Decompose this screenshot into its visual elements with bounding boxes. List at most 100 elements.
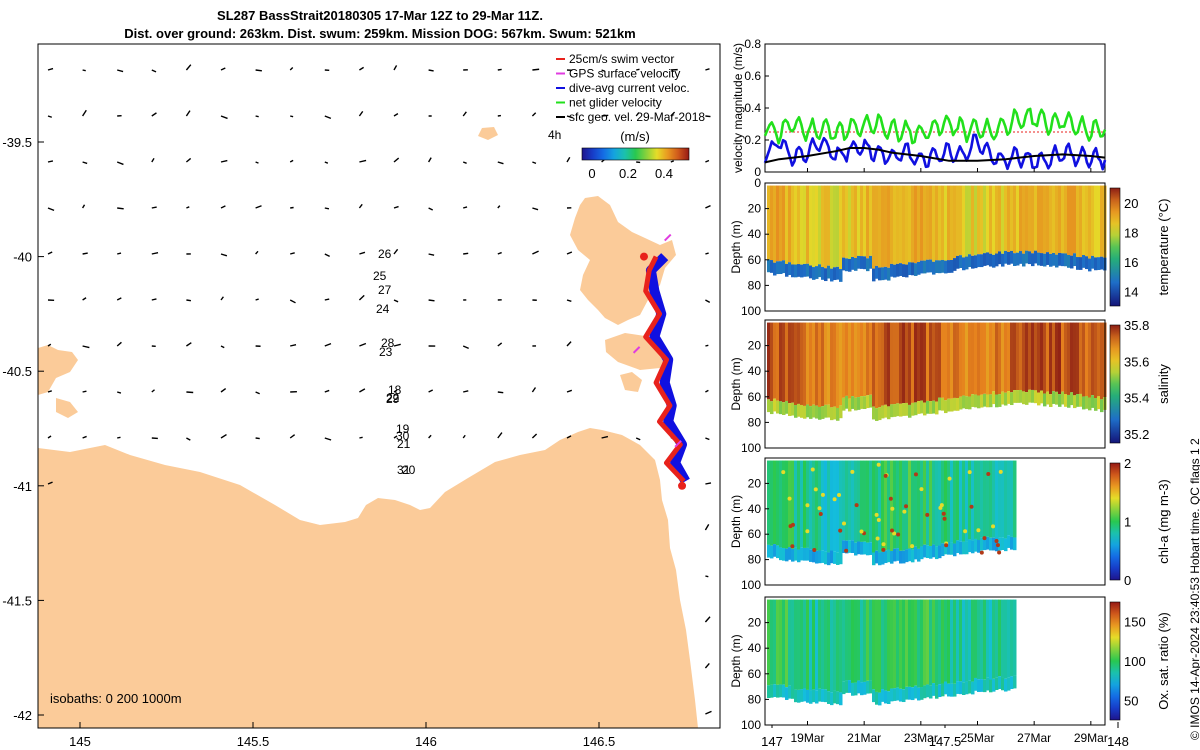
heatmap-cell (887, 599, 891, 692)
heatmap-cell (896, 460, 900, 549)
current-vector-arrow (566, 299, 572, 303)
heatmap-cell (989, 253, 993, 267)
heatmap-cell (863, 460, 867, 542)
heatmap-cell (854, 322, 858, 398)
heatmap-cell (965, 681, 969, 695)
heatmap-cell (863, 599, 867, 682)
heatmap-cell (929, 322, 933, 402)
chl-sample-dot (850, 469, 855, 474)
heatmap-cell (893, 688, 897, 701)
chl-sample-dot (942, 516, 947, 521)
heatmap-cell (1082, 185, 1086, 256)
heatmap-cell (830, 185, 834, 269)
heatmap-cell (905, 264, 909, 278)
heatmap-cell (1025, 250, 1029, 264)
heatmap-cell (884, 266, 888, 280)
heatmap-cell (770, 460, 774, 546)
heatmap-colorbar-tick: 50 (1124, 693, 1138, 708)
heatmap-cell (857, 397, 861, 410)
heatmap-y-tick-label: 80 (748, 415, 762, 429)
heatmap-cell (803, 599, 807, 689)
heatmap-cell (851, 322, 855, 397)
heatmap-cell (884, 404, 888, 418)
heatmap-cell (941, 397, 945, 411)
current-vector-arrow (82, 109, 87, 117)
heatmap-cell (788, 262, 792, 276)
current-vector-arrow (220, 345, 225, 349)
heatmap-cell (1004, 460, 1008, 539)
heatmap-cell (869, 394, 873, 408)
heatmap-cell (1100, 185, 1104, 257)
heatmap-cell (770, 545, 774, 559)
heatmap-y-axis-label: Depth (m) (729, 220, 743, 273)
heatmap-cell (800, 264, 804, 278)
heatmap-cell (1004, 250, 1008, 264)
heatmap-cell (986, 394, 990, 408)
heatmap-cell (794, 264, 798, 278)
heatmap-cell (854, 397, 858, 411)
heatmap-cell (782, 322, 786, 403)
heatmap-cell (818, 599, 822, 689)
heatmap-y-tick-label: 60 (748, 667, 762, 681)
heatmap-cell (971, 394, 975, 407)
velocity-y-tick-label: 0.6 (744, 69, 761, 83)
heatmap-cell (809, 406, 813, 419)
heatmap-cell (890, 460, 894, 551)
heatmap-cell (827, 322, 831, 405)
heatmap-cell (797, 689, 801, 703)
heatmap-cell (1016, 322, 1020, 391)
heatmap-cell (914, 599, 918, 686)
heatmap-y-tick-label: 60 (748, 527, 762, 541)
heatmap-cell (878, 267, 882, 281)
heatmap-cell (983, 460, 987, 538)
chl-sample-dot (995, 543, 1000, 548)
heatmap-cell (974, 394, 978, 408)
heatmap-cell (923, 322, 927, 403)
velocity-y-tick-label: 0.4 (744, 101, 761, 115)
track-start-marker (639, 252, 648, 261)
track-day-label: 26 (378, 247, 392, 261)
heatmap-cell (860, 396, 864, 409)
current-vector-arrow (393, 389, 398, 393)
heatmap-cell (917, 687, 921, 701)
heatmap-cell (863, 322, 867, 397)
heatmap-cell (1088, 397, 1092, 411)
heatmap-cell (950, 460, 954, 543)
current-vector-arrow (82, 161, 88, 165)
heatmap-cell (926, 684, 930, 698)
heatmap-cell (1022, 322, 1026, 392)
heatmap-cell (1040, 185, 1044, 254)
current-vector-arrow (393, 113, 399, 117)
heatmap-cell (821, 689, 825, 702)
heatmap-cell (944, 681, 948, 695)
heatmap-cell (1067, 185, 1071, 255)
heatmap-cell (1022, 185, 1026, 254)
current-vector-arrow (428, 253, 435, 256)
current-vector-arrow (462, 345, 469, 349)
current-vector-arrow (324, 342, 332, 347)
heatmap-cell (1067, 254, 1071, 268)
legend-entry: 25cm/s swim vector (569, 52, 674, 66)
heatmap-border (764, 182, 1106, 312)
heatmap-cell (935, 185, 939, 261)
heatmap-cell (941, 599, 945, 684)
heatmap-cell (920, 260, 924, 274)
heatmap-cell (887, 322, 891, 407)
heatmap-cell (1088, 258, 1092, 272)
current-vector-arrow (220, 388, 227, 393)
heatmap-cell (1001, 253, 1005, 267)
current-vector-arrow (532, 207, 539, 211)
heatmap-cell (902, 403, 906, 416)
heatmap-cell (1091, 255, 1095, 269)
heatmap-cell (899, 460, 903, 551)
heatmap-cell (788, 185, 792, 263)
heatmap-panel-2: 20 40 60 80 100 Depth (m) 35.2 35.4 35.6 35.8 sali… (729, 318, 1171, 455)
heatmap-colorbar-tick: 35.8 (1124, 318, 1149, 333)
heatmap-cell (956, 681, 960, 694)
heatmap-cell (983, 185, 987, 254)
heatmap-cell (914, 460, 918, 547)
track-day-label: 28 (381, 336, 395, 350)
heatmap-cell (1010, 676, 1014, 690)
heatmap-cell (896, 599, 900, 688)
